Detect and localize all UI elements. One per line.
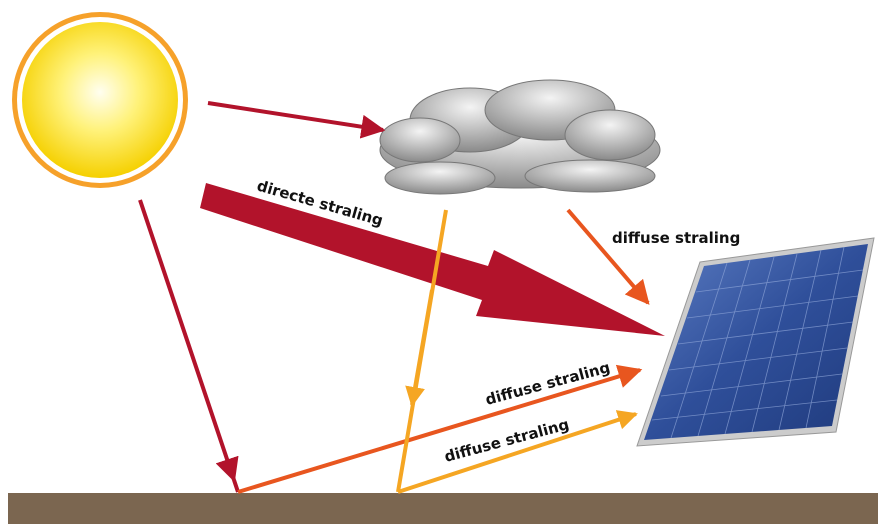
- sun: [12, 12, 188, 188]
- ground: [8, 493, 878, 524]
- cloud: [379, 79, 661, 195]
- label-diffuse-cloud: diffuse straling: [612, 229, 740, 247]
- arrows: [138, 101, 665, 494]
- solar-panel: [636, 237, 875, 447]
